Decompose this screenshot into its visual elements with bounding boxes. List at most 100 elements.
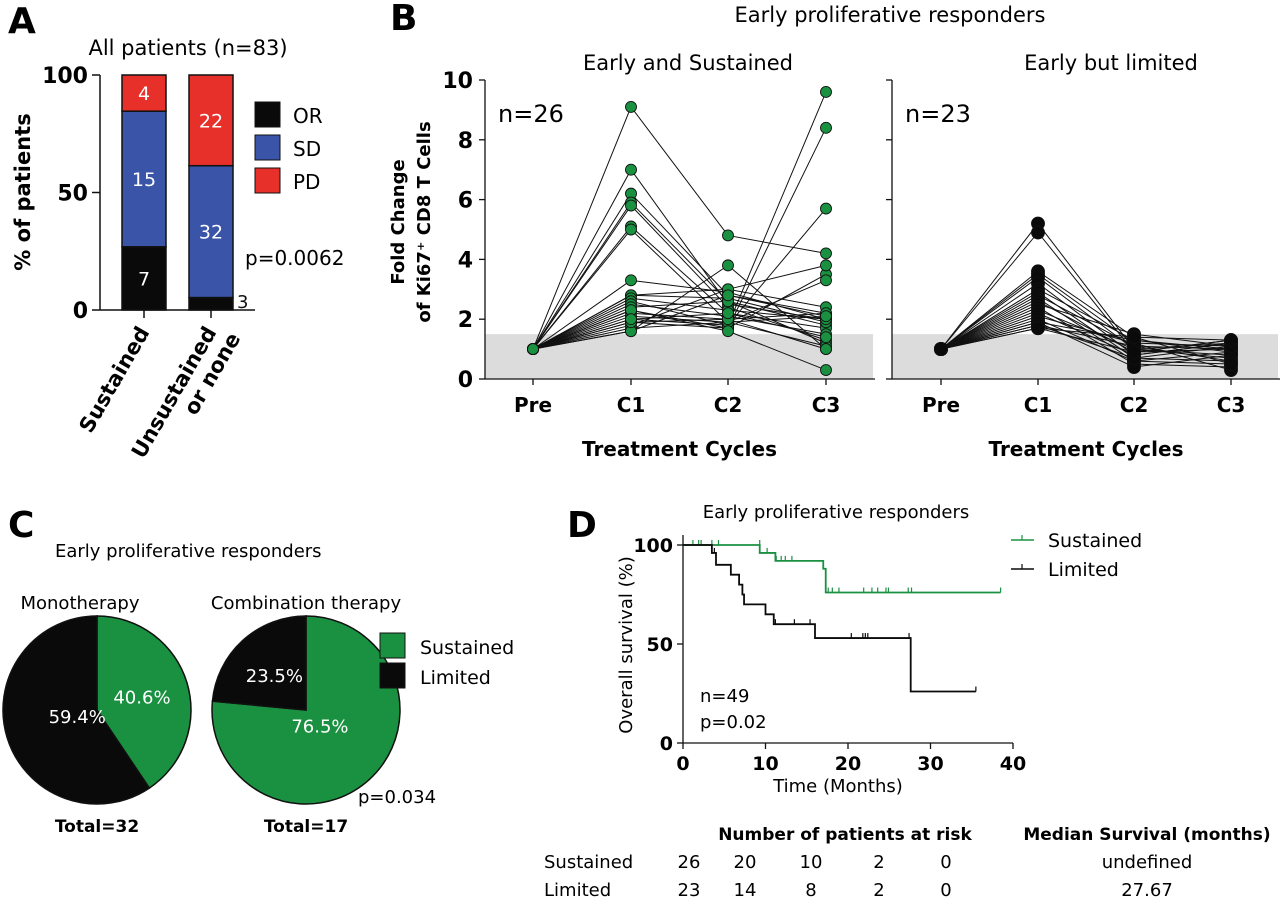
data-point bbox=[625, 100, 637, 113]
data-point bbox=[625, 274, 637, 287]
risk-count: 8 bbox=[805, 880, 816, 898]
legend-label: Limited bbox=[1048, 559, 1119, 581]
patient-line bbox=[532, 294, 827, 350]
legend-swatch-limited bbox=[379, 662, 406, 689]
median-survival-value: 27.67 bbox=[1121, 880, 1173, 898]
legend-label: OR bbox=[293, 104, 323, 128]
y-tick-label: 100 bbox=[633, 535, 673, 557]
pie-slice-sustained bbox=[211, 615, 401, 805]
panel-a-stacked-bar-chart: All patients (n=83) % of patients 0 50 100… bbox=[11, 36, 344, 462]
x-tick-label: 30 bbox=[917, 753, 943, 775]
pie-2: Combination therapy 76.5% 23.5% Total=17 bbox=[211, 593, 402, 837]
bar-label: 7 bbox=[138, 268, 150, 290]
panel-a-pvalue: p=0.0062 bbox=[245, 246, 344, 270]
median-survival-header: Median Survival (months) bbox=[1023, 825, 1270, 845]
data-point bbox=[820, 310, 832, 323]
risk-count: 2 bbox=[873, 880, 884, 898]
pie-slice-limited bbox=[2, 615, 151, 805]
legend-label: PD bbox=[293, 170, 320, 194]
risk-row-name: Sustained bbox=[544, 852, 633, 873]
legend-swatch-sustained bbox=[379, 632, 406, 659]
x-tick-label: 10 bbox=[752, 753, 778, 775]
pie-slice-label: 40.6% bbox=[113, 687, 170, 708]
data-point bbox=[722, 325, 734, 338]
x-tick-label: Sustained bbox=[74, 323, 154, 437]
patient-line bbox=[532, 192, 827, 350]
bar-segment-sd bbox=[121, 110, 167, 248]
y-tick-label: 10 bbox=[442, 69, 473, 94]
data-point bbox=[722, 289, 734, 302]
risk-count: 23 bbox=[678, 880, 701, 898]
data-point bbox=[1224, 357, 1238, 371]
patient-line bbox=[940, 294, 1232, 350]
legend-swatch-sd bbox=[254, 134, 281, 161]
data-point bbox=[625, 313, 637, 326]
panel-a-ylabel: % of patients bbox=[11, 113, 35, 270]
panel-b-ylabel-line2: of Ki67⁺ CD8 T Cells bbox=[414, 121, 435, 322]
legend-label: SD bbox=[293, 137, 321, 161]
pie-title: Monotherapy bbox=[20, 593, 139, 614]
bar-segment-or bbox=[121, 246, 167, 311]
pie-total: Total=32 bbox=[55, 817, 139, 837]
panel-label-d: D bbox=[567, 505, 597, 546]
bar-label: 15 bbox=[132, 169, 156, 191]
legend-swatch-pd bbox=[254, 167, 281, 194]
km-curve-sustained bbox=[683, 544, 1001, 594]
panel-c-pie-charts: Early proliferative responders Monothera… bbox=[2, 541, 514, 837]
km-curve-limited bbox=[683, 544, 976, 693]
legend-label: Sustained bbox=[1048, 530, 1142, 552]
data-point bbox=[625, 223, 637, 236]
patient-line bbox=[532, 309, 827, 371]
panel-b-ylabel-line1: Fold Change bbox=[388, 159, 409, 284]
n-annotation: n=23 bbox=[905, 100, 971, 128]
legend-label: Limited bbox=[420, 667, 491, 689]
data-point bbox=[1031, 225, 1045, 240]
data-point bbox=[820, 364, 832, 376]
risk-count: 14 bbox=[734, 880, 757, 898]
y-tick-label: 0 bbox=[660, 733, 673, 755]
patient-line bbox=[940, 291, 1232, 362]
x-axis-label: Treatment Cycles bbox=[989, 437, 1184, 461]
panel-d-pvalue: p=0.02 bbox=[700, 712, 767, 733]
threshold-band bbox=[485, 334, 873, 379]
data-point bbox=[1127, 330, 1141, 345]
risk-table-row: Limited 23 14 8 2 0 27.67 bbox=[544, 880, 1173, 898]
pie-slice-label: 76.5% bbox=[291, 716, 348, 737]
panel-b-suptitle: Early proliferative responders bbox=[735, 3, 1046, 27]
y-tick-label: 50 bbox=[57, 182, 88, 207]
data-point bbox=[625, 163, 637, 176]
panel-b-line-chart: Early proliferative responders Fold Chan… bbox=[388, 3, 1280, 461]
bar-segment-sd bbox=[188, 164, 234, 299]
pie-1: Monotherapy 40.6% 59.4% Total=32 bbox=[2, 593, 192, 837]
y-tick-label: 0 bbox=[73, 299, 88, 324]
patient-line bbox=[940, 303, 1232, 350]
y-tick-label: 8 bbox=[458, 129, 473, 154]
data-point bbox=[527, 343, 539, 356]
n-annotation: n=26 bbox=[498, 100, 564, 128]
panel-c-title: Early proliferative responders bbox=[55, 541, 322, 562]
bar-segment-pd bbox=[121, 74, 167, 112]
data-point bbox=[820, 247, 832, 260]
panel-label-c: C bbox=[8, 505, 34, 546]
risk-table-header: Number of patients at risk bbox=[718, 825, 972, 845]
bar-label: 4 bbox=[138, 83, 150, 105]
median-survival-value: undefined bbox=[1102, 852, 1193, 873]
y-tick-label: 0 bbox=[458, 368, 473, 393]
patient-line bbox=[532, 225, 827, 350]
risk-count: 20 bbox=[734, 852, 757, 873]
data-point bbox=[820, 259, 832, 272]
patient-line bbox=[940, 327, 1232, 353]
x-tick-label: C3 bbox=[812, 393, 841, 417]
bar-segment-or bbox=[188, 296, 234, 311]
patient-line bbox=[940, 312, 1232, 356]
data-point bbox=[820, 274, 832, 287]
x-tick-label: Pre bbox=[514, 393, 552, 417]
x-tick-label: C1 bbox=[1024, 393, 1053, 417]
panel-d-survival-chart: Early proliferative responders Overall s… bbox=[544, 502, 1271, 898]
x-tick-label: 0 bbox=[676, 753, 689, 775]
legend-swatch-or bbox=[254, 101, 281, 128]
panel-label-b: B bbox=[390, 0, 417, 39]
data-point bbox=[820, 331, 832, 344]
y-tick-label: 2 bbox=[458, 308, 473, 333]
